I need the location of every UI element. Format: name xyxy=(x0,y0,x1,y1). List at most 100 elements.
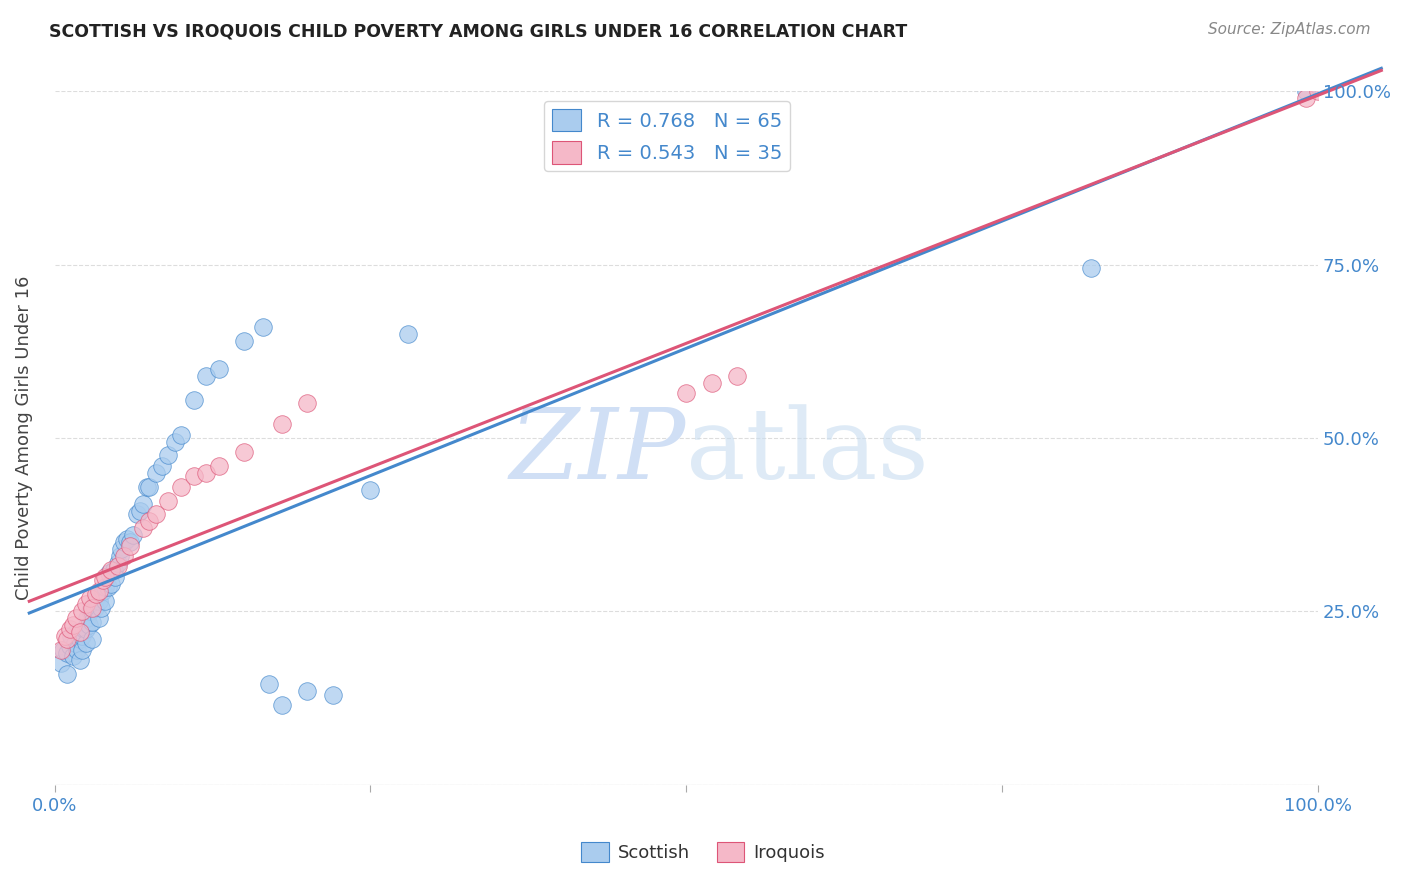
Point xyxy=(195,368,218,383)
Point xyxy=(725,368,748,383)
Point xyxy=(107,559,129,574)
Point xyxy=(132,497,155,511)
Point xyxy=(170,427,193,442)
Point xyxy=(56,646,79,660)
Point xyxy=(82,615,104,629)
Point xyxy=(49,657,72,671)
Point xyxy=(297,396,319,410)
Point xyxy=(208,458,231,473)
Point xyxy=(132,521,155,535)
Point xyxy=(129,504,152,518)
Point xyxy=(183,392,205,407)
Point xyxy=(62,649,84,664)
Point xyxy=(94,570,117,584)
Point xyxy=(87,611,110,625)
Point xyxy=(100,576,122,591)
Point xyxy=(75,622,97,636)
Point xyxy=(91,583,114,598)
Point xyxy=(138,480,160,494)
Point xyxy=(65,625,87,640)
Point xyxy=(233,445,256,459)
Point xyxy=(53,629,76,643)
Point xyxy=(112,535,135,549)
Point xyxy=(183,469,205,483)
Text: ZIP: ZIP xyxy=(510,404,686,500)
Point xyxy=(75,598,97,612)
Point xyxy=(1308,85,1330,99)
Point xyxy=(115,532,138,546)
Point xyxy=(1080,261,1102,276)
Point xyxy=(97,566,120,581)
Point xyxy=(90,601,112,615)
Point xyxy=(52,642,75,657)
Point xyxy=(84,601,107,615)
Point xyxy=(69,632,91,647)
Point xyxy=(150,458,173,473)
Point xyxy=(1295,85,1317,99)
Y-axis label: Child Poverty Among Girls Under 16: Child Poverty Among Girls Under 16 xyxy=(15,276,32,600)
Point xyxy=(700,376,723,390)
Point xyxy=(59,622,82,636)
Legend: Scottish, Iroquois: Scottish, Iroquois xyxy=(574,834,832,870)
Point xyxy=(76,611,98,625)
Point xyxy=(79,604,101,618)
Point xyxy=(110,549,132,563)
Point xyxy=(1295,91,1317,105)
Point xyxy=(104,570,127,584)
Point xyxy=(69,653,91,667)
Point xyxy=(75,635,97,649)
Text: atlas: atlas xyxy=(686,404,929,500)
Point xyxy=(84,591,107,605)
Point xyxy=(72,629,94,643)
Point xyxy=(79,591,101,605)
Point xyxy=(72,622,94,636)
Point xyxy=(135,480,157,494)
Point xyxy=(259,677,281,691)
Point xyxy=(271,417,294,432)
Point xyxy=(396,327,419,342)
Point xyxy=(138,514,160,528)
Point xyxy=(297,684,319,698)
Point xyxy=(145,466,167,480)
Point xyxy=(271,698,294,712)
Point xyxy=(252,320,274,334)
Point xyxy=(72,642,94,657)
Point xyxy=(97,580,120,594)
Point xyxy=(157,493,180,508)
Point xyxy=(145,508,167,522)
Point xyxy=(91,573,114,587)
Point xyxy=(84,587,107,601)
Point xyxy=(110,542,132,557)
Point xyxy=(72,604,94,618)
Point xyxy=(56,666,79,681)
Point xyxy=(157,449,180,463)
Point xyxy=(675,386,697,401)
Point xyxy=(87,594,110,608)
Point xyxy=(170,480,193,494)
Point xyxy=(65,611,87,625)
Point xyxy=(103,563,125,577)
Point xyxy=(82,601,104,615)
Point xyxy=(77,618,100,632)
Point xyxy=(195,466,218,480)
Point xyxy=(163,434,186,449)
Point xyxy=(120,535,142,549)
Point xyxy=(62,618,84,632)
Point xyxy=(94,580,117,594)
Point xyxy=(82,632,104,647)
Point xyxy=(122,528,145,542)
Legend: R = 0.768   N = 65, R = 0.543   N = 35: R = 0.768 N = 65, R = 0.543 N = 35 xyxy=(544,101,790,171)
Point xyxy=(94,594,117,608)
Text: Source: ZipAtlas.com: Source: ZipAtlas.com xyxy=(1208,22,1371,37)
Point xyxy=(63,635,86,649)
Point xyxy=(49,642,72,657)
Point xyxy=(359,483,381,497)
Point xyxy=(322,688,344,702)
Point xyxy=(59,629,82,643)
Point xyxy=(107,556,129,570)
Point xyxy=(208,361,231,376)
Point xyxy=(125,508,148,522)
Point xyxy=(233,334,256,348)
Point xyxy=(69,625,91,640)
Point xyxy=(112,549,135,563)
